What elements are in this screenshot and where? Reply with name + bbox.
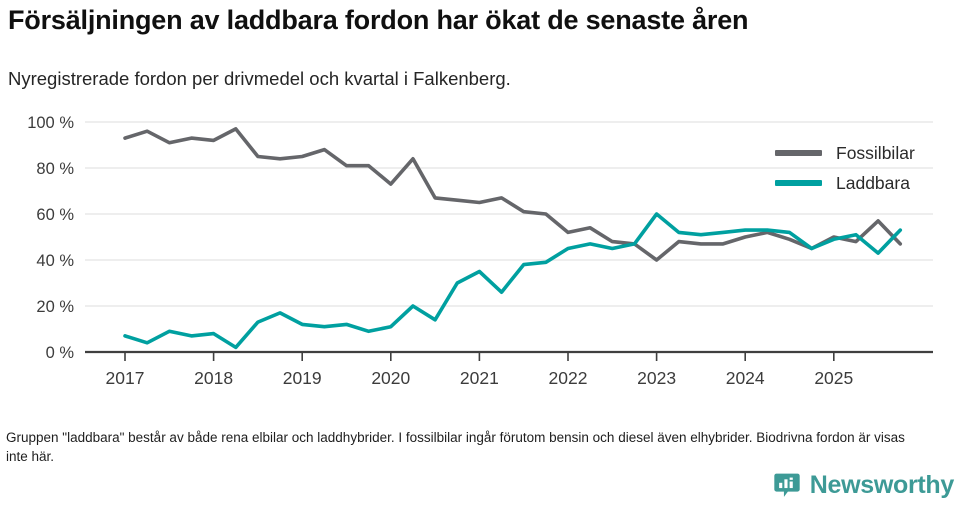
- legend-label-fossilbilar: Fossilbilar: [836, 142, 915, 163]
- legend-swatch-fossilbilar: [775, 150, 822, 156]
- x-tick-label: 2024: [726, 368, 765, 388]
- x-tick-label: 2017: [106, 368, 145, 388]
- series-line-laddbara: [123, 212, 903, 350]
- chart-canvas: 0 % 20 % 40 % 60 % 80 % 100 % 2017 2018 2019 2020…: [27, 114, 933, 388]
- y-tick-label: 40 %: [36, 252, 74, 270]
- x-tick-label: 2023: [637, 368, 676, 388]
- series-line-fossilbilar: [123, 127, 903, 262]
- line-chart: 0 % 20 % 40 % 60 % 80 % 100 % 2017 2018 2019 2020…: [0, 108, 960, 398]
- newsworthy-logo[interactable]: Newsworthy: [773, 470, 954, 500]
- x-tick-label: 2019: [283, 368, 322, 388]
- x-tick-label: 2021: [460, 368, 499, 388]
- chart-legend: Fossilbilar Laddbara: [775, 138, 955, 198]
- x-tick-label: 2022: [549, 368, 588, 388]
- x-tick-label: 2025: [814, 368, 853, 388]
- x-tick-label: 2020: [371, 368, 410, 388]
- legend-label-laddbara: Laddbara: [836, 172, 910, 193]
- legend-swatch-laddbara: [775, 180, 822, 186]
- legend-item-laddbara[interactable]: Laddbara: [775, 168, 955, 198]
- y-tick-label: 100 %: [27, 114, 74, 132]
- legend-item-fossilbilar[interactable]: Fossilbilar: [775, 138, 955, 168]
- page-subtitle: Nyregistrerade fordon per drivmedel och …: [8, 68, 511, 89]
- y-tick-label: 80 %: [36, 160, 74, 178]
- y-tick-label: 60 %: [36, 206, 74, 224]
- logo-text: Newsworthy: [809, 470, 955, 499]
- chart-footnote: Gruppen "laddbara" består av både rena e…: [6, 430, 905, 465]
- page-title: Försäljningen av laddbara fordon har öka…: [8, 5, 749, 35]
- bar-chart-bubble-icon: [774, 473, 800, 497]
- y-tick-label: 0 %: [46, 344, 75, 362]
- x-tick-label: 2018: [194, 368, 233, 388]
- y-tick-label: 20 %: [36, 298, 74, 316]
